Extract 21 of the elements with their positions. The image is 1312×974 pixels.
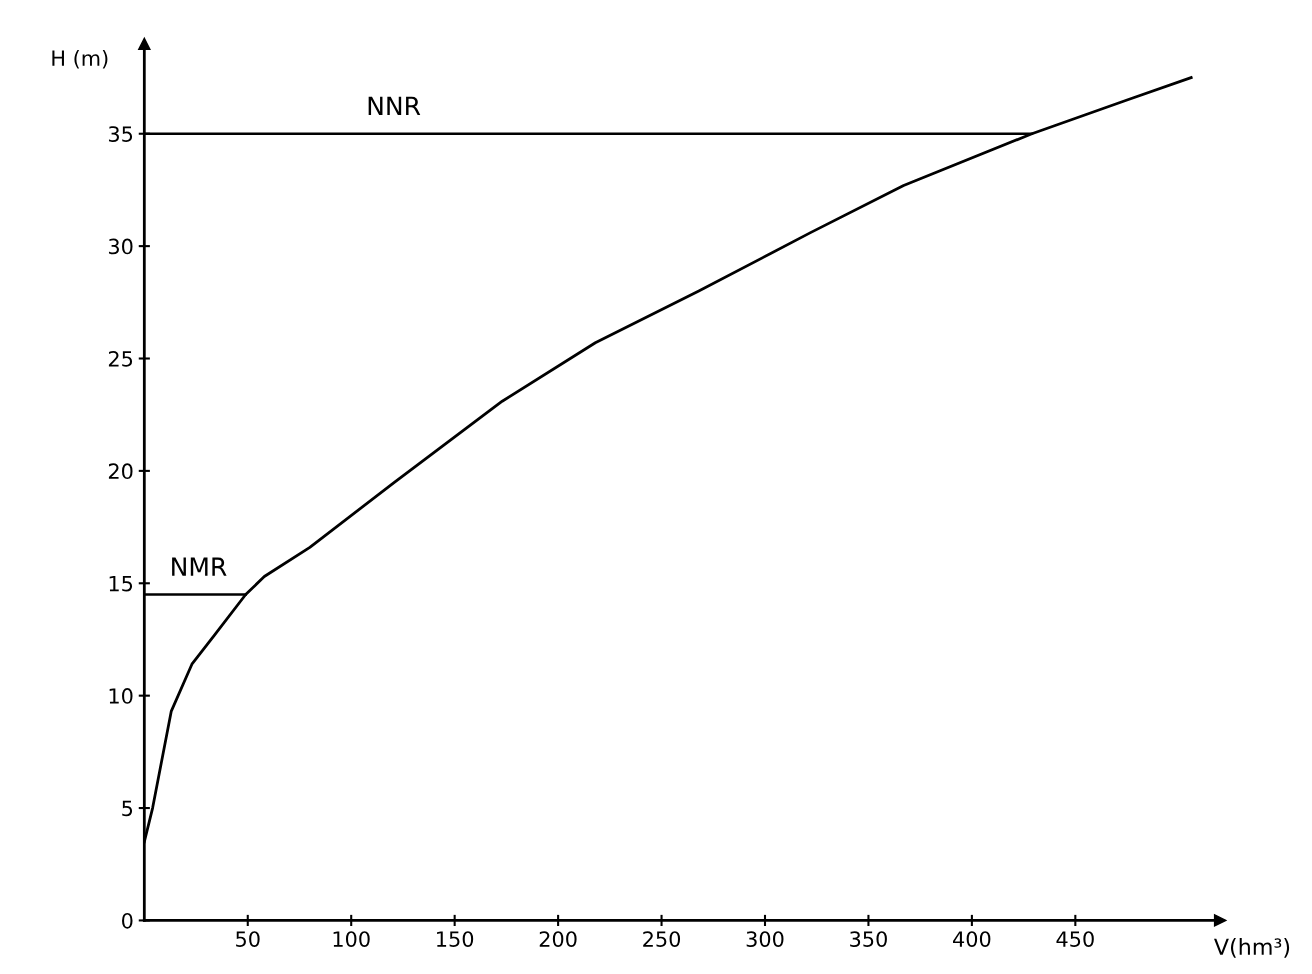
x-tick-label: 50 bbox=[236, 931, 260, 947]
x-tick-label: 200 bbox=[539, 931, 577, 947]
y-tick-label: 30 bbox=[108, 238, 133, 255]
x-tick-label: 250 bbox=[643, 931, 681, 947]
ref-line-label: NNR bbox=[368, 96, 421, 116]
y-axis-title: H (m) bbox=[52, 49, 108, 69]
y-tick-label: 35 bbox=[108, 126, 133, 142]
x-tick-label: 300 bbox=[746, 931, 784, 947]
x-tick-label: 400 bbox=[953, 931, 991, 947]
x-tick-label: 450 bbox=[1056, 931, 1094, 947]
y-tick-label: 15 bbox=[109, 576, 133, 592]
x-tick-label: 150 bbox=[437, 931, 474, 947]
x-tick-label: 100 bbox=[333, 931, 370, 947]
y-tick-label: 0 bbox=[122, 912, 133, 929]
y-tick-label: 20 bbox=[108, 463, 133, 480]
x-tick-label: 350 bbox=[850, 931, 887, 947]
ref-line-label: NMR bbox=[172, 557, 227, 576]
y-tick-label: 5 bbox=[122, 800, 133, 817]
x-axis-title: V(hm³) bbox=[1214, 937, 1290, 958]
y-tick-label: 10 bbox=[109, 688, 133, 704]
y-tick-label: 25 bbox=[108, 350, 133, 367]
